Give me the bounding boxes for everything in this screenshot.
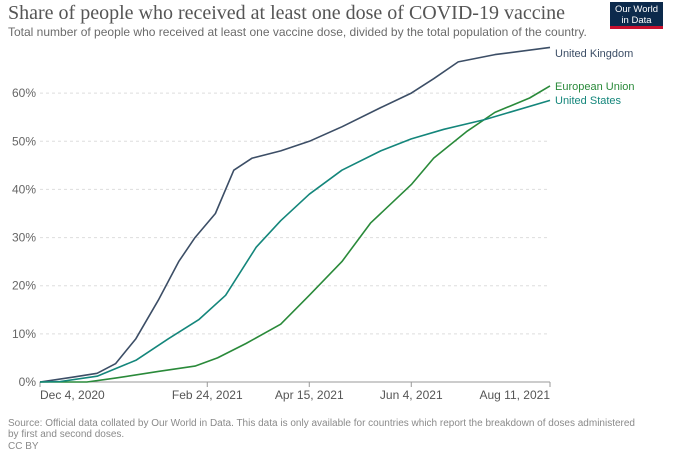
series-label-united-kingdom[interactable]: United Kingdom [555,48,633,60]
line-chart: 0% 10% 20% 30% 40% 50% 60% Dec 4, 2020 Feb 24, … [12,46,635,402]
y-tick-label: 50% [12,134,36,148]
y-tick-label: 60% [12,86,36,100]
license-note: CC BY [8,441,39,452]
series-labels: United Kingdom European Union United State… [555,48,635,107]
series-line-united-kingdom[interactable] [39,46,551,383]
chart-subtitle: Total number of people who received at l… [8,25,587,39]
y-tick-label: 10% [12,327,36,341]
x-tick-label: Feb 24, 2021 [172,388,243,402]
source-note: Source: Official data collated by Our Wo… [8,418,635,440]
logo-line-1: Our World [614,4,659,15]
x-tick-label: Jun 4, 2021 [380,388,443,402]
logo-line-2: in Data [621,15,652,26]
y-tick-label: 0% [19,375,37,389]
x-tick-label: Dec 4, 2020 [40,388,105,402]
series-line-european-union[interactable] [40,85,551,383]
x-axis-ticks: Dec 4, 2020 Feb 24, 2021 Apr 15, 2021 Jun 4… [39,381,551,402]
x-tick-label: Aug 11, 2021 [479,388,550,402]
y-tick-label: 30% [12,231,36,245]
chart-title: Share of people who received at least on… [8,2,566,24]
y-tick-label: 40% [12,182,36,196]
series-label-united-states[interactable]: United States [555,95,622,107]
gridlines [40,92,550,383]
series-label-european-union[interactable]: European Union [555,81,635,93]
series-lines [39,46,551,383]
owid-logo[interactable]: Our World in Data [610,2,663,29]
series-line-united-states[interactable] [39,99,551,383]
y-tick-label: 20% [12,279,36,293]
x-tick-label: Apr 15, 2021 [275,388,344,402]
y-axis-ticks: 0% 10% 20% 30% 40% 50% 60% [12,86,36,389]
